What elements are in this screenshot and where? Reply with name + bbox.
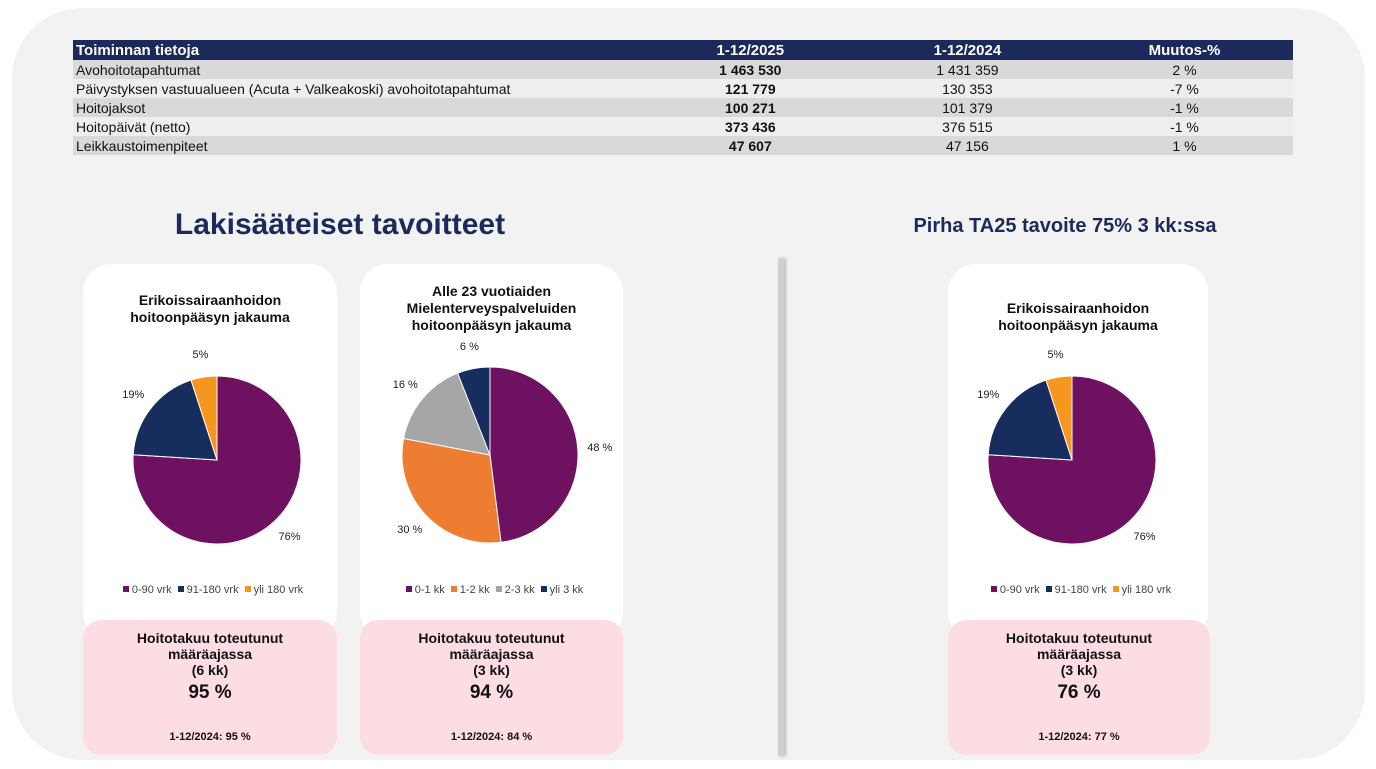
- data-label: 19%: [977, 389, 999, 401]
- table-cell: Päivystyksen vastuualueen (Acuta + Valke…: [73, 79, 642, 98]
- pie-slice: [132, 379, 218, 461]
- pie-slice: [987, 375, 1157, 545]
- guarantee-value: 76 %: [1057, 682, 1101, 703]
- pie-slice: [190, 375, 218, 461]
- data-label: 19%: [122, 389, 144, 401]
- pie-chart: 76% 19% 5%: [122, 349, 302, 545]
- pie-slice: [456, 366, 491, 456]
- pie-chart: 48 % 30 % 16 % 6 %: [393, 341, 613, 544]
- table-row: Päivystyksen vastuualueen (Acuta + Valke…: [73, 79, 1293, 98]
- table-cell: 121 779: [641, 79, 859, 98]
- table-row: Avohoitotapahtumat 1 463 530 1 431 359 2 %: [73, 60, 1293, 79]
- legend-swatch: [495, 586, 502, 592]
- data-label: 76%: [1134, 531, 1156, 543]
- guarantee-title: Hoitotakuu toteutunut määräajassa: [1005, 630, 1153, 662]
- pie-slice: [489, 366, 579, 543]
- header-cell: Toiminnan tietoja: [73, 40, 642, 60]
- header-row: Toiminnan tietoja 1-12/2025 1-12/2024 Muuto…: [73, 40, 1293, 60]
- legend-label: 1-2 kk: [459, 584, 490, 596]
- guarantee-value: 95 %: [188, 682, 232, 703]
- legend-swatch: [990, 586, 997, 592]
- legend: 0-1 kk 1-2 kk 2-3 kk yli 3 kk: [360, 584, 623, 596]
- legend-label: 0-1 kk: [414, 584, 445, 596]
- data-label: 5%: [192, 349, 208, 361]
- legend-swatch: [405, 586, 412, 592]
- guarantee-value: 94 %: [469, 682, 514, 703]
- section-title: Pirha TA25 tavoite 75% 3 kk:ssa: [913, 215, 1217, 237]
- data-label: 6 %: [460, 341, 479, 353]
- table-cell: 101 379: [858, 98, 1076, 117]
- guarantee-title: Hoitotakuu toteutunut määräajassa: [418, 630, 565, 662]
- guarantee-box: Hoitotakuu toteutunut määräajassa (3 kk) 9…: [360, 620, 623, 755]
- pie-chart: 76% 19% 5%: [977, 349, 1157, 545]
- divider: [778, 258, 784, 756]
- legend-swatch: [244, 586, 251, 592]
- table-cell: Hoitojaksot: [73, 98, 642, 117]
- data-label: 48 %: [587, 442, 612, 454]
- legend-swatch: [177, 586, 184, 592]
- table-cell: Leikkaustoimenpiteet: [73, 136, 642, 155]
- data-label: 16 %: [393, 379, 418, 391]
- header-cell: Muutos-%: [1075, 40, 1293, 60]
- legend-label: yli 3 kk: [549, 584, 584, 596]
- table-cell: 100 271: [641, 98, 859, 117]
- chart-title: Erikoissairaanhoidon hoitoonpääsyn jakau…: [998, 300, 1158, 333]
- table-row: Hoitojaksot 100 271 101 379 -1 %: [73, 98, 1293, 117]
- pie-slice: [402, 372, 491, 456]
- legend-swatch: [1045, 586, 1052, 592]
- table-cell: 1 463 530: [641, 60, 859, 79]
- table-cell: 1 431 359: [858, 60, 1076, 79]
- table-cell: -7 %: [1075, 79, 1293, 98]
- legend-swatch: [450, 586, 457, 592]
- pie-slice: [1045, 375, 1073, 461]
- table-row: Leikkaustoimenpiteet 47 607 47 156 1 %: [73, 136, 1293, 155]
- legend-label: 2-3 kk: [504, 584, 535, 596]
- data-label: 5%: [1047, 349, 1063, 361]
- guarantee-box: Hoitotakuu toteutunut määräajassa (6 kk) 9…: [83, 620, 337, 755]
- header-cell: 1-12/2024: [858, 40, 1076, 60]
- legend-label: 0-90 vrk: [131, 584, 172, 596]
- table-cell: 373 436: [641, 117, 859, 136]
- legend-label: yli 180 vrk: [253, 584, 304, 596]
- legend: 0-90 vrk 91-180 vrk yli 180 vrk: [83, 584, 337, 596]
- data-table: Toiminnan tietoja 1-12/2025 1-12/2024 Muuto…: [73, 40, 1293, 155]
- header-cell: 1-12/2025: [641, 40, 859, 60]
- table-cell: 376 515: [858, 117, 1076, 136]
- legend-label: 91-180 vrk: [1054, 584, 1107, 596]
- guarantee-period: (3 kk): [1060, 662, 1098, 678]
- legend-swatch: [122, 586, 129, 592]
- guarantee-period: (6 kk): [191, 662, 229, 678]
- guarantee-previous: 1-12/2024: 77 %: [1038, 731, 1120, 743]
- guarantee-box: Hoitotakuu toteutunut määräajassa (3 kk) 7…: [948, 620, 1210, 755]
- pie-slice: [132, 375, 302, 545]
- section-title: Lakisääteiset tavoitteet: [174, 208, 506, 241]
- table-cell: 47 607: [641, 136, 859, 155]
- table-cell: 2 %: [1075, 60, 1293, 79]
- legend-label: yli 180 vrk: [1121, 584, 1172, 596]
- data-label: 30 %: [397, 524, 422, 536]
- guarantee-title: Hoitotakuu toteutunut määräajassa: [136, 630, 284, 662]
- legend-swatch: [1112, 586, 1119, 592]
- table-cell: Hoitopäivät (netto): [73, 117, 642, 136]
- chart-title: Alle 23 vuotiaiden Mielenterveyspalvelui…: [406, 283, 577, 333]
- chart-title: Erikoissairaanhoidon hoitoonpääsyn jakau…: [130, 292, 290, 325]
- guarantee-previous: 1-12/2024: 84 %: [450, 731, 533, 743]
- table-cell: Avohoitotapahtumat: [73, 60, 642, 79]
- pie-slice: [987, 379, 1073, 461]
- legend-label: 0-90 vrk: [999, 584, 1040, 596]
- table-cell: 47 156: [858, 136, 1076, 155]
- table-cell: 1 %: [1075, 136, 1293, 155]
- table-row: Hoitopäivät (netto) 373 436 376 515 -1 %: [73, 117, 1293, 136]
- pie-slice: [401, 437, 502, 544]
- table-cell: -1 %: [1075, 98, 1293, 117]
- legend: 0-90 vrk 91-180 vrk yli 180 vrk: [948, 584, 1208, 596]
- guarantee-period: (3 kk): [473, 662, 510, 678]
- legend-label: 91-180 vrk: [186, 584, 239, 596]
- data-label: 76%: [279, 531, 301, 543]
- table-cell: 130 353: [858, 79, 1076, 98]
- guarantee-previous: 1-12/2024: 95 %: [169, 731, 251, 743]
- table-cell: -1 %: [1075, 117, 1293, 136]
- legend-swatch: [540, 586, 547, 592]
